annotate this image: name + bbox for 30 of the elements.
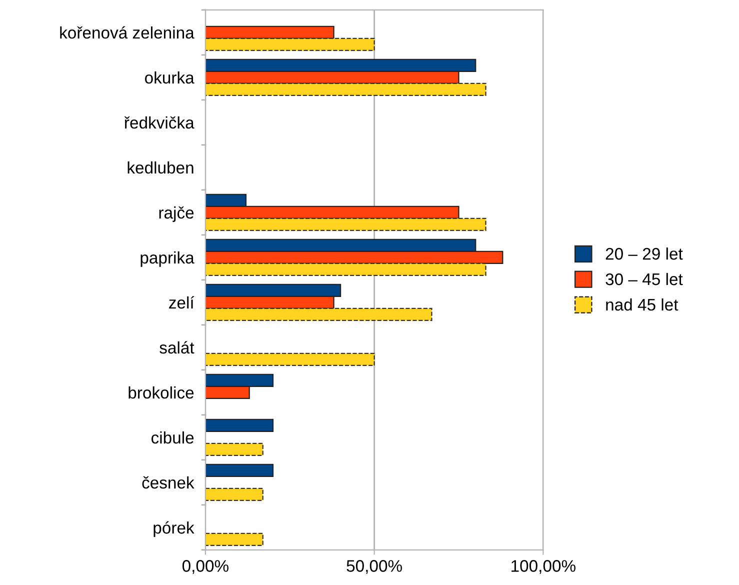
- legend-label: 20 – 29 let: [606, 247, 683, 260]
- y-tick-label: kedluben: [128, 161, 194, 174]
- x-tick-label: 50,00%: [346, 560, 402, 574]
- bar: [205, 308, 432, 321]
- x-tick-label: 100,00%: [512, 560, 576, 574]
- y-tick-label: ředkvička: [124, 116, 194, 129]
- y-tick-label: zelí: [169, 296, 194, 309]
- bar: [205, 352, 375, 366]
- y-tick-label: rajče: [159, 206, 194, 222]
- bar: [205, 464, 274, 477]
- bar: [205, 262, 486, 276]
- bar: [205, 218, 486, 231]
- legend-label: 30 – 45 let: [606, 272, 683, 286]
- bar: [205, 442, 264, 456]
- x-tick-label: 0,00%: [182, 560, 228, 574]
- y-tick-label: cibule: [151, 431, 194, 444]
- y-tick-label: pórek: [154, 521, 194, 537]
- y-tick-label: česnek: [142, 476, 194, 489]
- bar: [205, 532, 264, 546]
- bar: [205, 82, 486, 96]
- y-tick-label: salát: [160, 341, 194, 354]
- bar: [205, 26, 334, 39]
- y-tick-label: okurka: [145, 71, 194, 84]
- bar: [205, 488, 264, 501]
- bar: [205, 418, 274, 432]
- y-tick-label: kořenová zelenina: [60, 26, 194, 39]
- y-tick-label: paprika: [140, 251, 194, 267]
- bar: [205, 38, 375, 51]
- legend-label: nad 45 let: [606, 298, 678, 311]
- y-tick-label: brokolice: [128, 386, 194, 399]
